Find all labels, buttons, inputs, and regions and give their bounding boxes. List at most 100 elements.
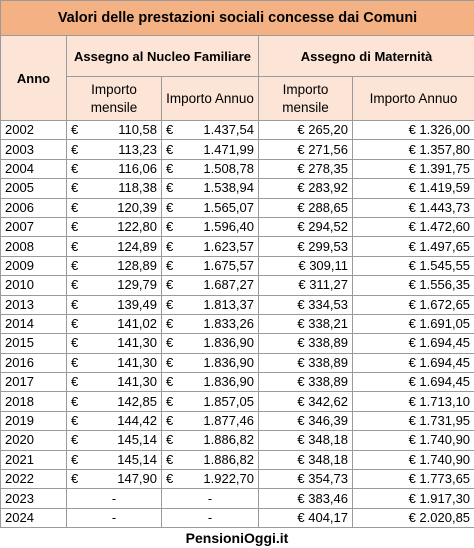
amount-cell: €110,58 — [66, 119, 162, 141]
amount: 116,06 — [118, 160, 157, 176]
amount: 122,80 — [117, 219, 157, 235]
amount-cell: € 2.020,85 — [351, 507, 474, 529]
currency: € — [166, 160, 174, 176]
empty-cell: - — [66, 507, 162, 529]
amount-cell: €128,89 — [66, 255, 162, 277]
amount-cell: €1.836,90 — [161, 372, 259, 393]
amount: 1.813,37 — [203, 296, 254, 312]
amount: 1.833,26 — [203, 316, 254, 332]
year-cell: 2005 — [0, 178, 67, 199]
amount-cell: € 338,21 — [258, 313, 353, 335]
amount-cell: € 1.740,90 — [351, 430, 474, 451]
amount-cell: €116,06 — [66, 158, 162, 180]
column-header: Importo mensile — [66, 76, 162, 121]
amount-cell: € 338,89 — [258, 352, 353, 374]
amount-cell: €1.857,05 — [161, 391, 259, 412]
amount-cell: €141,30 — [66, 372, 162, 393]
year-cell: 2021 — [0, 449, 67, 471]
currency: € — [166, 374, 174, 390]
amount: 145,14 — [117, 451, 157, 467]
amount: 118,38 — [118, 180, 157, 196]
amount-cell: € 1.713,10 — [351, 391, 474, 412]
year-cell: 2009 — [0, 255, 67, 277]
amount-cell: € 1.326,00 — [351, 119, 474, 141]
currency: € — [71, 393, 79, 409]
amount-cell: €139,49 — [66, 294, 162, 315]
year-cell: 2015 — [0, 333, 67, 354]
amount: 1.437,54 — [203, 122, 254, 138]
currency: € — [166, 238, 174, 254]
currency: € — [166, 199, 174, 215]
currency: € — [71, 180, 79, 196]
amount: 1.857,05 — [203, 393, 254, 409]
currency: € — [166, 335, 174, 351]
amount-cell: € 1.694,45 — [351, 352, 474, 374]
group-header: Assegno al Nucleo Familiare — [66, 35, 259, 77]
currency: € — [71, 432, 79, 448]
year-cell: 2013 — [0, 294, 67, 315]
amount-cell: €141,30 — [66, 352, 162, 374]
amount-cell: €141,30 — [66, 333, 162, 354]
amount-cell: € 265,20 — [258, 119, 353, 141]
amount-cell: €144,42 — [66, 410, 162, 432]
amount-cell: € 311,27 — [258, 275, 353, 296]
amount-cell: € 1.497,65 — [351, 236, 474, 257]
currency: € — [71, 296, 79, 312]
currency: € — [71, 354, 79, 370]
amount-cell: € 383,46 — [258, 488, 353, 509]
amount-cell: € 354,73 — [258, 469, 353, 490]
year-cell: 2024 — [0, 507, 67, 529]
currency: € — [71, 238, 79, 254]
footer: PensioniOggi.it — [185, 530, 289, 547]
amount-cell: €1.565,07 — [161, 197, 259, 218]
column-header: Importo Annuo — [161, 76, 259, 121]
amount: 129,79 — [117, 277, 157, 293]
amount-cell: € 334,53 — [258, 294, 353, 315]
year-header: Anno — [0, 35, 67, 121]
amount: 1.508,78 — [203, 160, 254, 176]
year-cell: 2007 — [0, 216, 67, 238]
currency: € — [166, 180, 174, 196]
currency: € — [166, 277, 174, 293]
amount-cell: € 1.773,65 — [351, 469, 474, 490]
currency: € — [166, 354, 174, 370]
currency: € — [71, 413, 79, 429]
amount-cell: €1.623,57 — [161, 236, 259, 257]
amount-cell: € 1.391,75 — [351, 158, 474, 180]
currency: € — [71, 141, 79, 157]
amount-cell: €1.922,70 — [161, 469, 259, 490]
amount-cell: € 1.694,45 — [351, 372, 474, 393]
year-cell: 2008 — [0, 236, 67, 257]
amount-cell: €124,89 — [66, 236, 162, 257]
amount: 1.836,90 — [203, 374, 254, 390]
currency: € — [166, 393, 174, 409]
currency: € — [71, 451, 79, 467]
amount-cell: € 1.357,80 — [351, 139, 474, 160]
empty-cell: - — [66, 488, 162, 509]
amount-cell: €145,14 — [66, 449, 162, 471]
currency: € — [166, 141, 174, 157]
amount-cell: €1.471,99 — [161, 139, 259, 160]
currency: € — [166, 219, 174, 235]
table-row: 2004 €116,06 €1.508,78 € 278,35 € 1.391,75 — [0, 158, 474, 180]
year-cell: 2004 — [0, 158, 67, 180]
amount: 120,39 — [117, 199, 157, 215]
table-row: 2019 €144,42 €1.877,46 € 346,39 € 1.731,95 — [0, 410, 474, 432]
amount: 1.596,40 — [203, 219, 254, 235]
amount-cell: €1.886,82 — [161, 449, 259, 471]
amount: 1.471,99 — [203, 141, 254, 157]
currency: € — [71, 219, 79, 235]
amount-cell: €1.833,26 — [161, 313, 259, 335]
table-body: 2002 €110,58 €1.437,54 € 265,20 € 1.326,00 20… — [0, 119, 474, 529]
currency: € — [71, 335, 79, 351]
table-row: 2017 €141,30 €1.836,90 € 338,89 € 1.694,45 — [0, 372, 474, 393]
table-row: 2008 €124,89 €1.623,57 € 299,53 € 1.497,65 — [0, 236, 474, 257]
amount: 110,58 — [118, 122, 157, 138]
amount-cell: € 1.731,95 — [351, 410, 474, 432]
currency: € — [71, 257, 79, 273]
amount-cell: € 1.472,60 — [351, 216, 474, 238]
amount: 147,90 — [117, 471, 157, 487]
table-row: 2020 €145,14 €1.886,82 € 348,18 € 1.740,90 — [0, 430, 474, 451]
amount-cell: €129,79 — [66, 275, 162, 296]
